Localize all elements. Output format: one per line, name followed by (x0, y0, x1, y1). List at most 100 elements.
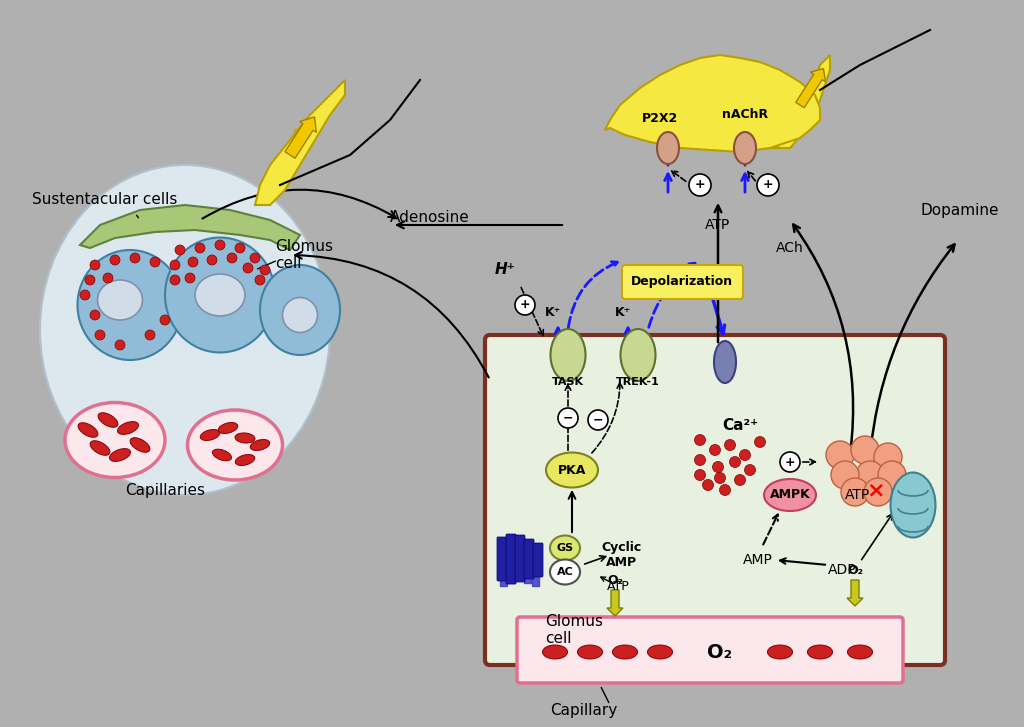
Circle shape (115, 340, 125, 350)
Ellipse shape (218, 423, 238, 433)
Ellipse shape (657, 132, 679, 164)
Circle shape (826, 441, 854, 469)
Ellipse shape (236, 454, 255, 466)
Text: O₂: O₂ (607, 574, 623, 587)
Text: ATP: ATP (606, 580, 630, 593)
Text: −: − (563, 411, 573, 425)
Text: ATP: ATP (846, 488, 870, 502)
Circle shape (874, 443, 902, 471)
Ellipse shape (550, 560, 580, 585)
Circle shape (90, 310, 100, 320)
Text: ACh: ACh (776, 241, 804, 255)
FancyBboxPatch shape (515, 535, 525, 582)
Circle shape (110, 255, 120, 265)
Circle shape (260, 265, 270, 275)
Text: Ca²⁺: Ca²⁺ (722, 417, 758, 433)
Ellipse shape (612, 645, 638, 659)
Circle shape (739, 449, 751, 460)
Ellipse shape (768, 645, 793, 659)
Circle shape (725, 440, 735, 451)
Circle shape (715, 473, 725, 483)
Text: H⁺: H⁺ (495, 262, 515, 278)
FancyArrow shape (607, 590, 623, 616)
Circle shape (757, 174, 779, 196)
Text: PKA: PKA (558, 464, 586, 476)
Circle shape (694, 470, 706, 481)
Text: ×: × (866, 480, 886, 500)
Circle shape (80, 290, 90, 300)
Ellipse shape (891, 473, 936, 537)
Ellipse shape (97, 280, 142, 320)
FancyArrow shape (847, 580, 863, 606)
Ellipse shape (578, 645, 602, 659)
Circle shape (215, 240, 225, 250)
Ellipse shape (65, 403, 165, 478)
Circle shape (150, 257, 160, 267)
Circle shape (207, 255, 217, 265)
Circle shape (729, 457, 740, 467)
Text: Cyclic
AMP: Cyclic AMP (602, 541, 642, 569)
Text: Capillaries: Capillaries (125, 483, 205, 497)
Circle shape (170, 275, 180, 285)
Circle shape (255, 275, 265, 285)
Circle shape (558, 408, 578, 428)
Circle shape (195, 243, 205, 253)
Text: GS: GS (556, 543, 573, 553)
Text: ADP: ADP (827, 563, 856, 577)
FancyArrow shape (796, 68, 825, 108)
Circle shape (780, 452, 800, 472)
Ellipse shape (187, 410, 283, 480)
Text: nAChR: nAChR (722, 108, 768, 121)
Circle shape (85, 275, 95, 285)
Text: O₂: O₂ (708, 643, 732, 662)
FancyBboxPatch shape (517, 617, 903, 683)
Polygon shape (605, 55, 820, 152)
Ellipse shape (117, 422, 139, 433)
Circle shape (185, 273, 195, 283)
Polygon shape (80, 205, 300, 250)
Circle shape (160, 315, 170, 325)
Circle shape (831, 461, 859, 489)
Text: +: + (784, 456, 796, 468)
Ellipse shape (89, 441, 111, 454)
Circle shape (90, 260, 100, 270)
Circle shape (878, 461, 906, 489)
Text: ATP: ATP (706, 218, 731, 232)
Text: TASK: TASK (552, 377, 584, 387)
Text: Sustentacular cells: Sustentacular cells (33, 193, 178, 207)
Circle shape (851, 436, 879, 464)
Text: TREK-1: TREK-1 (616, 377, 659, 387)
Text: K⁺: K⁺ (614, 305, 631, 318)
Ellipse shape (551, 329, 586, 381)
Circle shape (694, 435, 706, 446)
Circle shape (689, 174, 711, 196)
Circle shape (234, 243, 245, 253)
Ellipse shape (201, 429, 219, 441)
Circle shape (710, 444, 721, 456)
Polygon shape (255, 80, 345, 205)
Circle shape (175, 245, 185, 255)
Ellipse shape (77, 425, 99, 435)
Text: Dopamine: Dopamine (921, 203, 999, 217)
Text: Glomus
cell: Glomus cell (545, 614, 603, 646)
Circle shape (243, 263, 253, 273)
Text: Adenosine: Adenosine (390, 211, 470, 225)
Text: K⁺: K⁺ (545, 305, 561, 318)
Circle shape (515, 295, 535, 315)
Circle shape (713, 462, 724, 473)
Circle shape (744, 465, 756, 475)
Text: Depolarization: Depolarization (631, 276, 733, 289)
Text: AMPK: AMPK (770, 489, 810, 502)
Ellipse shape (283, 297, 317, 332)
Circle shape (864, 478, 892, 506)
Ellipse shape (260, 265, 340, 355)
Ellipse shape (165, 238, 275, 353)
Ellipse shape (40, 165, 330, 495)
FancyBboxPatch shape (485, 335, 945, 665)
Circle shape (755, 436, 766, 448)
Text: O₂: O₂ (847, 563, 863, 577)
Ellipse shape (621, 329, 655, 381)
Ellipse shape (236, 433, 255, 443)
Text: Capillary: Capillary (550, 702, 617, 718)
Ellipse shape (195, 274, 245, 316)
